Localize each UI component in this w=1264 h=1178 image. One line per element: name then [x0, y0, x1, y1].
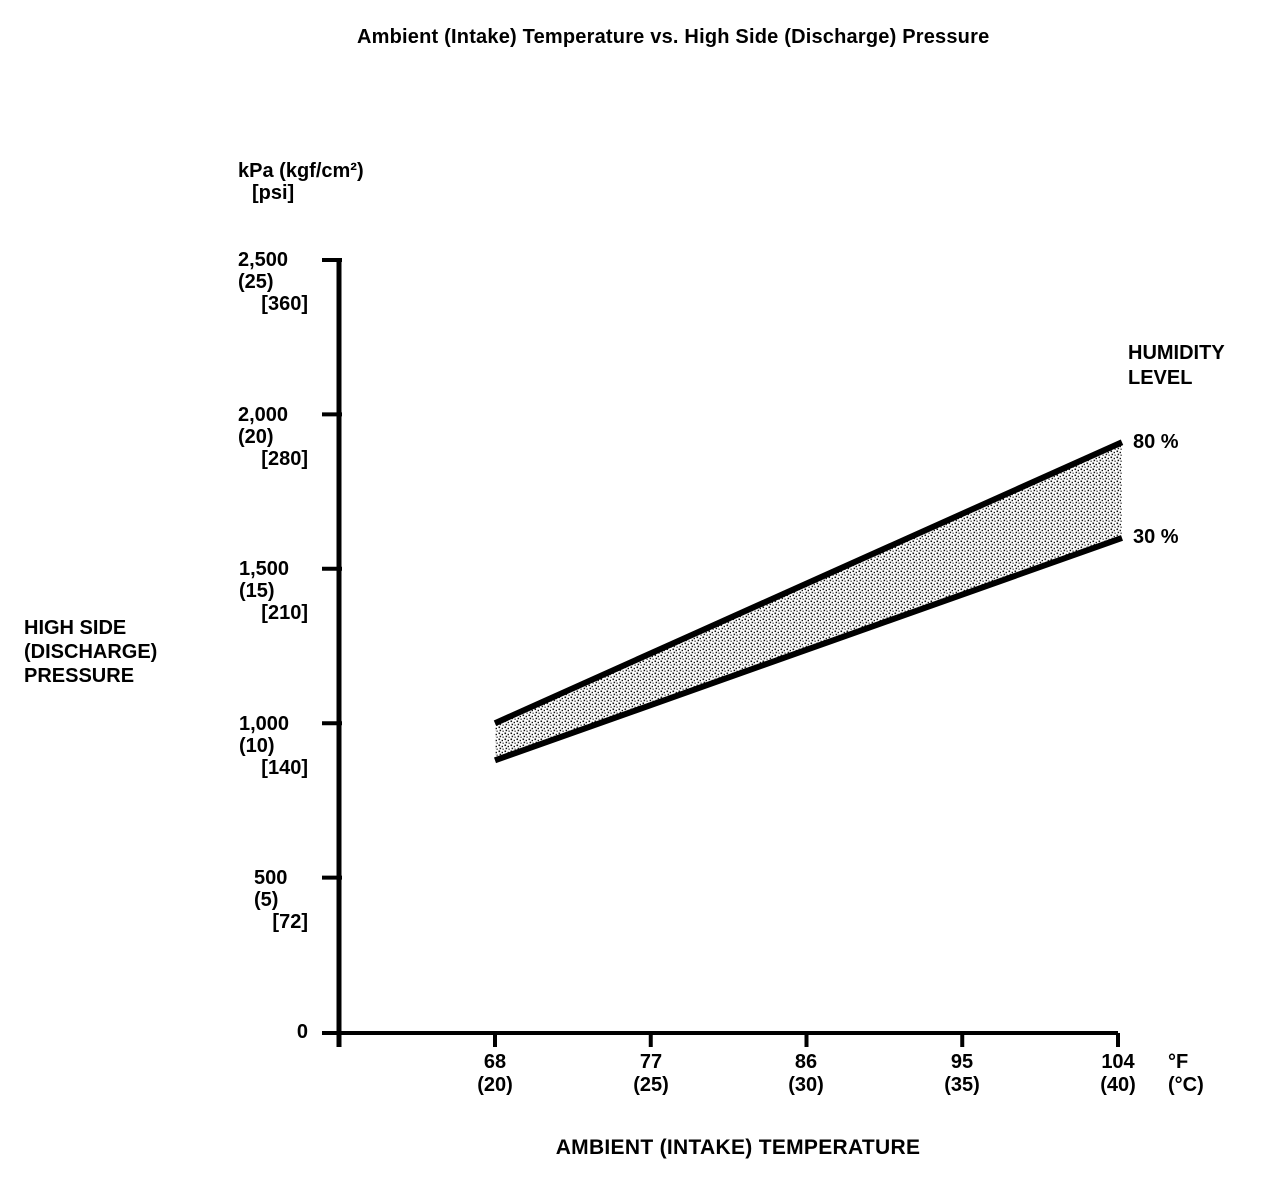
y-tick-kgf: (25) — [238, 271, 274, 293]
x-tick-f: 86 — [794, 1051, 818, 1073]
x-axis-tick-marks — [493, 1033, 1120, 1047]
y-axis-title-line: (DISCHARGE) — [24, 641, 158, 663]
y-tick-kgf: (10) — [239, 735, 275, 757]
x-tick-f: 68 — [483, 1051, 507, 1073]
x-tick-f: 77 — [639, 1051, 663, 1073]
y-unit-kpa: kPa — [238, 160, 274, 182]
x-tick-c: (25) — [633, 1074, 669, 1096]
y-tick-kgf: (15) — [239, 580, 275, 602]
y-tick-label-0: 0 — [283, 1021, 308, 1043]
humidity-band-area — [495, 442, 1122, 761]
x-tick-label-86: 86 (30) — [766, 1051, 846, 1097]
x-tick-f: 104 — [1101, 1051, 1135, 1073]
y-tick-kpa: 1,000 — [239, 713, 290, 735]
y-tick-label-1500: 1,500 (15) [210] — [239, 558, 308, 624]
x-tick-c: (20) — [477, 1074, 513, 1096]
x-tick-label-95: 95 (35) — [922, 1051, 1002, 1097]
y-axis-tick-marks — [322, 258, 342, 880]
x-tick-label-104: 104 (40) — [1078, 1051, 1158, 1097]
legend-title-line: HUMIDITY — [1128, 342, 1225, 364]
y-tick-label-1000: 1,000 (10) [140] — [239, 713, 308, 779]
y-tick-psi: [360] — [261, 293, 308, 315]
series-label-80-percent: 80 % — [1133, 431, 1179, 453]
y-tick-label-2000: 2,000 (20) [280] — [238, 404, 308, 470]
humidity-30-line — [493, 535, 1124, 764]
x-axis-units: °F (°C) — [1168, 1051, 1204, 1097]
y-unit-psi: [psi] — [252, 182, 295, 204]
y-axis-title: HIGH SIDE (DISCHARGE) PRESSURE — [24, 616, 157, 688]
x-tick-c: (35) — [944, 1074, 980, 1096]
y-tick-psi: [140] — [261, 757, 308, 779]
legend-title: HUMIDITY LEVEL — [1128, 341, 1225, 391]
x-tick-label-68: 68 (20) — [455, 1051, 535, 1097]
humidity-80-line — [493, 439, 1124, 726]
y-unit-kgf: (kgf/cm²) — [279, 160, 364, 182]
y-axis-title-line: HIGH SIDE — [24, 617, 127, 639]
x-unit-f: °F — [1168, 1051, 1189, 1073]
legend-title-line: LEVEL — [1128, 367, 1193, 389]
x-tick-label-77: 77 (25) — [611, 1051, 691, 1097]
y-tick-psi: [72] — [272, 911, 308, 933]
y-tick-kgf: (5) — [254, 889, 279, 911]
x-axis-title: AMBIENT (INTAKE) TEMPERATURE — [555, 1136, 921, 1159]
y-tick-psi: [280] — [261, 448, 308, 470]
y-axis-title-line: PRESSURE — [24, 665, 135, 687]
chart-title: Ambient (Intake) Temperature vs. High Si… — [357, 26, 990, 48]
x-unit-c: (°C) — [1168, 1074, 1204, 1096]
x-tick-c: (40) — [1100, 1074, 1136, 1096]
y-tick-kpa: 500 — [254, 867, 288, 889]
y-tick-label-500: 500 (5) [72] — [254, 867, 308, 933]
y-tick-psi: [210] — [261, 602, 308, 624]
y-tick-kgf: (20) — [238, 426, 274, 448]
y-tick-label-2500: 2,500 (25) [360] — [238, 249, 308, 315]
x-tick-c: (30) — [788, 1074, 824, 1096]
y-tick-kpa: 1,500 — [239, 558, 290, 580]
y-tick-kpa: 2,500 — [238, 249, 289, 271]
x-tick-f: 95 — [950, 1051, 974, 1073]
y-tick-kpa: 0 — [296, 1021, 308, 1043]
y-axis-units: kPa (kgf/cm²) [psi] — [238, 160, 364, 204]
series-label-30-percent: 30 % — [1133, 526, 1179, 548]
y-tick-kpa: 2,000 — [238, 404, 289, 426]
